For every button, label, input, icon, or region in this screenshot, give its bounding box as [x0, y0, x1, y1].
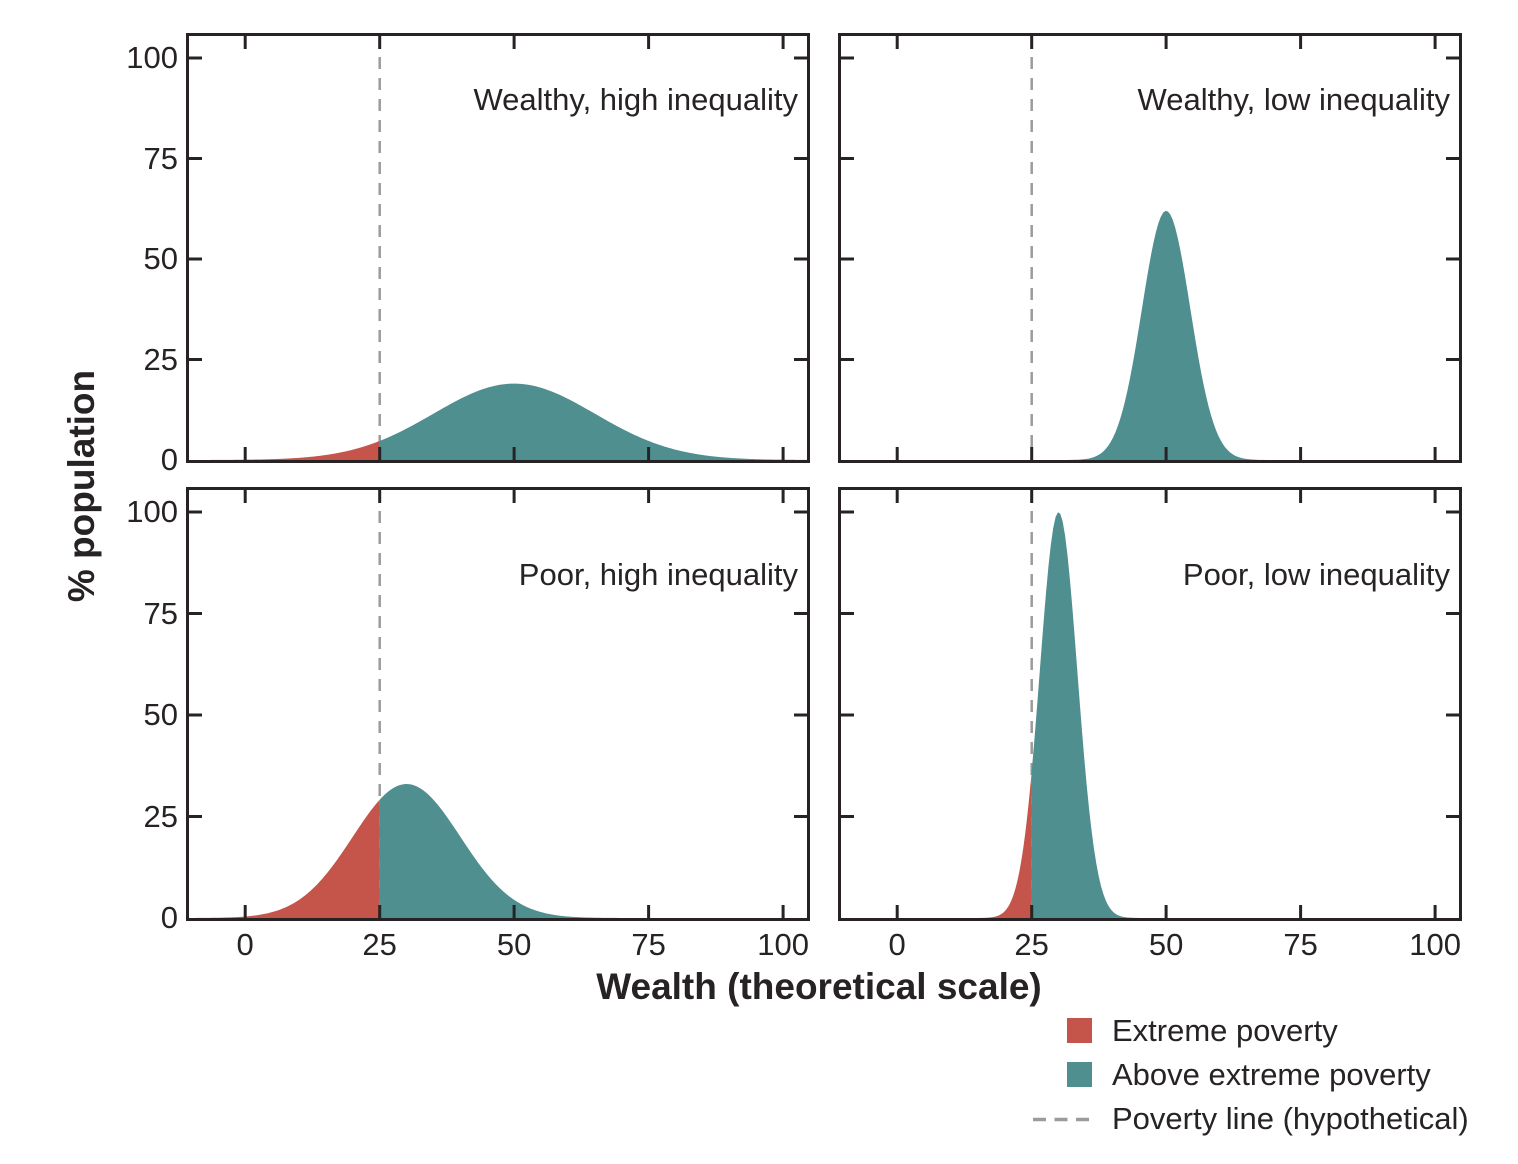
panel-wealthy-high-inequality: Wealthy, high inequality: [186, 33, 810, 463]
poor-high-inequality-plot: [186, 487, 810, 921]
y-tick-label: 100: [126, 494, 178, 529]
x-tick-label: 75: [1283, 927, 1318, 962]
legend-item-poverty-line: Poverty line (hypothetical): [1032, 1103, 1502, 1135]
poverty-line-dash-icon: [1033, 1117, 1096, 1122]
panel-poor-high-inequality: Poor, high inequality: [186, 487, 810, 921]
x-axis-label: Wealth (theoretical scale): [596, 966, 1042, 1007]
y-tick-label: 75: [143, 140, 178, 176]
x-tick-label: 0: [236, 927, 254, 962]
above-extreme-poverty-area: [1031, 210, 1462, 460]
y-tick-label: 25: [143, 341, 178, 377]
panel-border: [838, 487, 1462, 921]
y-axis-label: % population: [61, 369, 102, 603]
legend-item-extreme-poverty: Extreme poverty: [1032, 1015, 1502, 1047]
y-tick-label: 0: [160, 442, 178, 477]
panel-wealthy-low-inequality: Wealthy, low inequality: [838, 33, 1462, 463]
x-tick-label: 25: [362, 927, 397, 962]
panel-border: [186, 487, 810, 921]
y-tick-label: 75: [143, 595, 178, 631]
x-tick-label: 50: [496, 927, 532, 962]
above-extreme-poverty-area: [379, 383, 810, 460]
wealthy-low-inequality-plot: [838, 33, 1462, 463]
y-tick-label: 25: [143, 798, 178, 834]
panel-title: Wealthy, low inequality: [1137, 82, 1450, 117]
poor-low-inequality-plot: [838, 487, 1462, 921]
above-extreme-poverty-area: [379, 784, 810, 918]
y-tick-label: 100: [126, 40, 178, 75]
x-tick-label: 50: [1148, 927, 1184, 962]
legend-label: Extreme poverty: [1112, 1013, 1338, 1048]
y-tick-label: 0: [160, 900, 178, 935]
x-tick-label: 25: [1014, 927, 1049, 962]
wealthy-high-inequality-plot: [186, 33, 810, 463]
x-tick-label: 100: [757, 927, 809, 962]
x-tick-label: 75: [631, 927, 666, 962]
panel-title: Poor, low inequality: [1182, 557, 1450, 592]
x-tick-label: 100: [1409, 927, 1461, 962]
extreme-poverty-area: [838, 771, 1032, 918]
panel-title: Wealthy, high inequality: [473, 82, 798, 117]
panel-poor-low-inequality: Poor, low inequality: [838, 487, 1462, 921]
legend-label: Above extreme poverty: [1112, 1057, 1431, 1092]
above-extreme-poverty-swatch-icon: [1067, 1062, 1092, 1087]
x-tick-label: 0: [888, 927, 906, 962]
above-extreme-poverty-area: [1031, 512, 1462, 918]
extreme-poverty-swatch-icon: [1067, 1018, 1092, 1043]
y-tick-label: 50: [143, 697, 178, 732]
legend-label: Poverty line (hypothetical): [1112, 1101, 1469, 1136]
panel-border: [838, 33, 1462, 463]
y-tick-label: 50: [143, 241, 178, 276]
extreme-poverty-area: [186, 799, 380, 918]
legend-item-above-extreme-poverty: Above extreme poverty: [1032, 1059, 1502, 1091]
panel-border: [186, 33, 810, 463]
panel-title: Poor, high inequality: [518, 557, 798, 592]
legend: Extreme poverty Above extreme poverty Po…: [1032, 1015, 1502, 1155]
extreme-poverty-area: [186, 440, 380, 460]
